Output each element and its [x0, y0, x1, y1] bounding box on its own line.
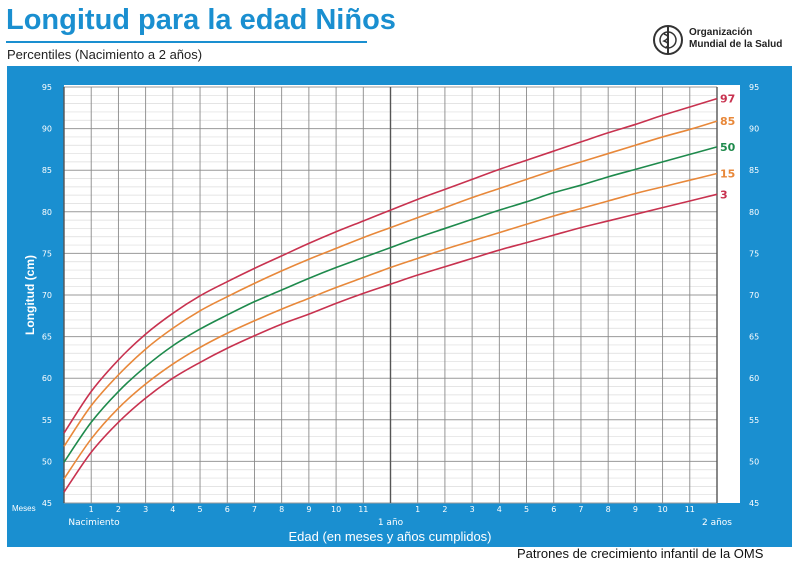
y-tick-left: 70: [42, 291, 52, 300]
y-tick-left: 80: [42, 208, 52, 217]
who-logo-icon: [653, 25, 683, 55]
y-tick-left: 85: [42, 166, 52, 175]
y-tick-left: 45: [42, 499, 52, 508]
percentile-lines: 97 85 50 15 3: [63, 93, 736, 493]
x-tick-label: 2 años: [702, 518, 732, 528]
y-tick-right: 55: [749, 416, 759, 425]
x-tick-label: 6: [225, 505, 230, 514]
percentile-label-15: 15: [720, 168, 735, 181]
page-title: Longitud para la edad Niños: [6, 4, 396, 36]
x-tick-label: 6: [551, 505, 556, 514]
percentile-line-3: [63, 193, 718, 493]
x-tick-label: 4: [170, 505, 175, 514]
y-tick-right: 60: [749, 374, 759, 383]
y-tick-right: 85: [749, 166, 759, 175]
y-axis-label: Longitud (cm): [23, 255, 37, 335]
y-tick-right: 95: [749, 83, 759, 92]
x-tick-label: 5: [524, 505, 529, 514]
percentile-label-50: 50: [720, 141, 736, 154]
y-tick-right: 75: [749, 249, 759, 258]
x-tick-label: 11: [358, 505, 368, 514]
y-tick-right: 65: [749, 333, 759, 342]
y-tick-right: 50: [749, 457, 759, 466]
x-tick-label: 4: [497, 505, 502, 514]
logo-line-1: Organización: [689, 27, 753, 38]
y-tick-left: 90: [42, 125, 52, 134]
x-tick-label: 7: [252, 505, 257, 514]
footer-credit: Patrones de crecimiento infantil de la O…: [517, 546, 764, 561]
x-tick-label: 3: [143, 505, 148, 514]
percentile-line-50: [63, 146, 718, 463]
x-tick-label: 11: [685, 505, 695, 514]
y-tick-right: 45: [749, 499, 759, 508]
y-tick-right: 80: [749, 208, 759, 217]
x-tick-label: 9: [633, 505, 638, 514]
y-tick-left: 95: [42, 83, 52, 92]
y-tick-left: 65: [42, 333, 52, 342]
percentile-label-85: 85: [720, 115, 735, 128]
x-tick-label: 10: [657, 505, 667, 514]
plot-area: [64, 85, 740, 503]
percentile-line-85: [63, 120, 718, 447]
y-tick-right: 70: [749, 291, 759, 300]
months-label: Meses: [12, 504, 36, 513]
grid: [63, 86, 718, 504]
x-tick-label: 1 año: [378, 518, 404, 528]
x-tick-label: 2: [116, 505, 121, 514]
x-tick-label: 8: [606, 505, 611, 514]
percentile-label-3: 3: [720, 188, 728, 201]
x-axis-label: Edad (en meses y años cumplidos): [288, 529, 491, 544]
x-tick-label: 7: [578, 505, 583, 514]
x-tick-label: 9: [306, 505, 311, 514]
y-tick-left: 50: [42, 457, 52, 466]
title-divider: [6, 41, 367, 43]
percentile-line-97: [63, 97, 718, 434]
x-tick-label: 3: [470, 505, 475, 514]
x-tick-label: Nacimiento: [68, 518, 120, 528]
y-tick-left: 75: [42, 249, 52, 258]
y-tick-right: 90: [749, 125, 759, 134]
who-logo-text: Organización Mundial de la Salud: [689, 27, 782, 51]
x-tick-label: 1: [89, 505, 94, 514]
logo-line-2: Mundial de la Salud: [689, 39, 783, 50]
page-subtitle: Percentiles (Nacimiento a 2 años): [7, 47, 203, 62]
percentile-line-15: [63, 172, 718, 480]
x-tick-label: 5: [197, 505, 202, 514]
x-tick-label: 10: [331, 505, 341, 514]
x-tick-label: 8: [279, 505, 284, 514]
x-tick-label: 1: [415, 505, 420, 514]
percentile-label-97: 97: [720, 93, 735, 106]
x-tick-label: 2: [442, 505, 447, 514]
y-tick-left: 60: [42, 374, 52, 383]
y-tick-left: 55: [42, 416, 52, 425]
